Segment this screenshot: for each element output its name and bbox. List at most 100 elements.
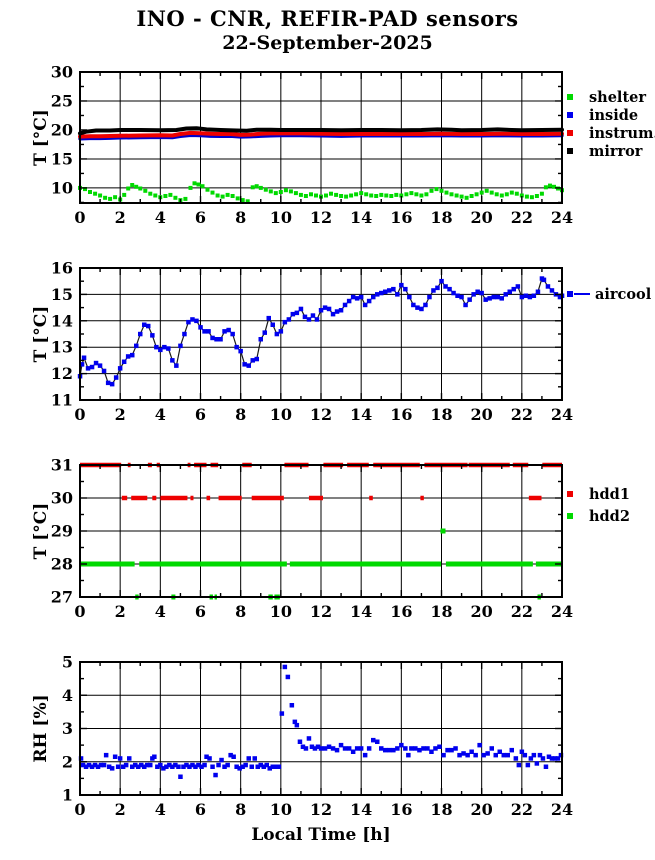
page-title: INO - CNR, REFIR-PAD sensors [136, 6, 519, 31]
y-axis-label: T [°C] [31, 503, 51, 560]
legend-label: inside [589, 107, 638, 124]
legend-item-mirror: mirror [567, 143, 643, 160]
x-tick-label: 10 [270, 800, 292, 819]
y-tick-labels: 27 28 29 30 31 [51, 456, 73, 607]
x-tick-label: 8 [235, 602, 246, 621]
y-tick-label: 1 [62, 786, 73, 805]
x-tick-label: 2 [115, 208, 126, 227]
tick-marks [79, 267, 563, 401]
x-tick-label: 10 [270, 602, 292, 621]
x-tick-label: 12 [310, 208, 332, 227]
x-tick-label: 16 [390, 208, 412, 227]
legend-item-instrum: instrum. [567, 125, 655, 142]
x-axis-label: Local Time [h] [251, 825, 390, 845]
x-tick-label: 10 [270, 405, 292, 424]
x-tick-label: 24 [551, 800, 573, 819]
x-tick-label: 0 [74, 208, 85, 227]
grid-lines [80, 465, 562, 597]
y-axis-label: T [°C] [31, 306, 51, 363]
x-tick-labels: 0 2 4 6 8 10 12 14 16 18 20 22 24 [74, 405, 573, 424]
x-tick-label: 12 [310, 602, 332, 621]
y-tick-label: 29 [51, 522, 73, 541]
legend-label: aircool [595, 286, 652, 303]
y-tick-label: 12 [51, 364, 73, 383]
x-tick-label: 16 [390, 602, 412, 621]
y-tick-label: 4 [62, 686, 73, 705]
x-tick-label: 2 [115, 800, 126, 819]
legend-label: mirror [589, 143, 643, 160]
y-tick-label: 20 [51, 120, 73, 139]
tick-marks [79, 71, 563, 204]
series-mirror [78, 126, 564, 136]
y-tick-label: 13 [51, 338, 73, 357]
legend-label: shelter [589, 89, 646, 106]
x-tick-label: 4 [155, 208, 166, 227]
x-tick-label: 20 [471, 800, 493, 819]
y-tick-labels: 10 15 20 25 30 [51, 63, 73, 198]
y-tick-label: 3 [62, 719, 73, 738]
legend-square-swatch [567, 291, 573, 297]
y-tick-label: 25 [51, 91, 73, 110]
x-tick-label: 6 [195, 800, 206, 819]
y-axis-label: T [°C] [31, 109, 51, 166]
grid-lines [80, 662, 562, 795]
x-tick-label: 22 [511, 405, 533, 424]
y-tick-labels: 1 2 3 4 5 [62, 653, 73, 805]
x-tick-label: 0 [74, 800, 85, 819]
x-tick-labels: 0 2 4 6 8 10 12 14 16 18 20 22 24 [74, 208, 573, 227]
x-tick-label: 0 [74, 602, 85, 621]
x-tick-label: 20 [471, 602, 493, 621]
x-tick-label: 22 [511, 602, 533, 621]
page-date: 22-September-2025 [222, 32, 433, 54]
y-tick-label: 5 [62, 653, 73, 672]
y-tick-label: 15 [51, 149, 73, 168]
y-tick-label: 16 [51, 259, 73, 278]
y-tick-label: 30 [51, 63, 73, 82]
x-tick-label: 0 [74, 405, 85, 424]
legend-label: hdd1 [589, 486, 630, 503]
x-tick-label: 20 [471, 405, 493, 424]
legend-item-hdd2: hdd2 [567, 508, 630, 525]
y-tick-label: 15 [51, 285, 73, 304]
x-tick-label: 2 [115, 602, 126, 621]
legend-square-swatch [567, 130, 573, 136]
legend-square-swatch [567, 112, 573, 118]
legend-item-hdd1: hdd1 [567, 486, 630, 503]
y-tick-labels: 11 12 13 14 15 16 [51, 259, 73, 410]
x-tick-label: 18 [430, 208, 452, 227]
x-tick-label: 24 [551, 602, 573, 621]
legend-square-swatch [567, 94, 573, 100]
series-rh [78, 664, 564, 779]
y-tick-label: 30 [51, 489, 73, 508]
x-tick-labels: 0 2 4 6 8 10 12 14 16 18 20 22 24 [74, 800, 573, 819]
x-tick-label: 8 [235, 800, 246, 819]
x-tick-label: 4 [155, 800, 166, 819]
x-tick-labels: 0 2 4 6 8 10 12 14 16 18 20 22 24 [74, 602, 573, 621]
x-tick-label: 18 [430, 602, 452, 621]
y-tick-label: 31 [51, 456, 73, 475]
y-tick-label: 27 [51, 588, 73, 607]
y-tick-label: 10 [51, 178, 73, 197]
y-axis-label: RH [%] [31, 694, 51, 762]
x-tick-label: 6 [195, 602, 206, 621]
x-tick-label: 4 [155, 405, 166, 424]
x-tick-label: 16 [390, 800, 412, 819]
x-tick-label: 18 [430, 405, 452, 424]
legend-square-swatch [567, 148, 573, 154]
series-shelter [78, 181, 564, 204]
legend-square-swatch [567, 513, 573, 519]
y-tick-label: 2 [62, 752, 73, 771]
x-tick-label: 22 [511, 208, 533, 227]
x-tick-label: 14 [350, 602, 372, 621]
legend-square-swatch [567, 491, 573, 497]
x-tick-label: 24 [551, 405, 573, 424]
x-tick-label: 6 [195, 208, 206, 227]
legend-item-inside: inside [567, 107, 638, 124]
y-tick-label: 14 [51, 311, 73, 330]
x-tick-label: 12 [310, 405, 332, 424]
y-tick-label: 11 [51, 391, 73, 410]
